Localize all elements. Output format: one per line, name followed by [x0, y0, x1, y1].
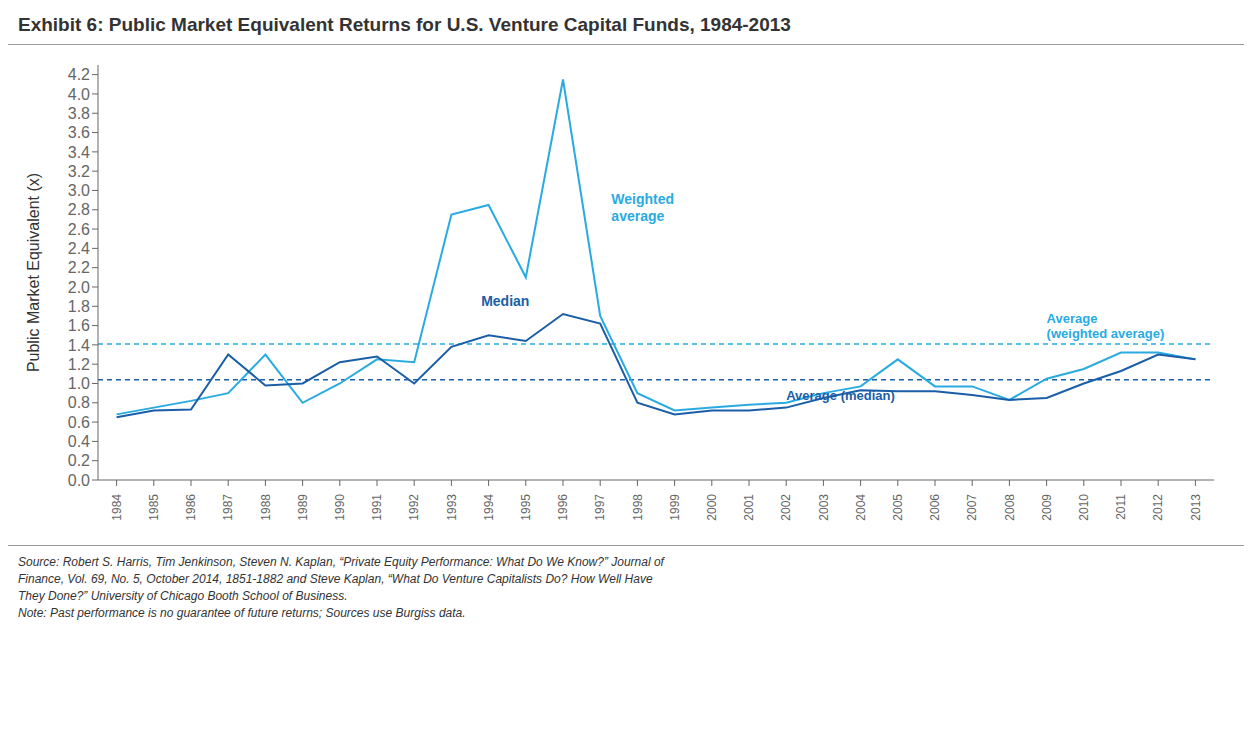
html-text:Note: Past performance is no g: Note: Past performance is no guarantee o… — [18, 606, 466, 620]
svg-text:1994: 1994 — [482, 494, 496, 521]
svg-text:0.4: 0.4 — [68, 433, 90, 450]
svg-text:Weightedaverage: Weightedaverage — [611, 191, 674, 224]
svg-text:Public Market Equivalent (x): Public Market Equivalent (x) — [25, 173, 42, 372]
svg-text:1991: 1991 — [370, 494, 384, 521]
svg-text:2.6: 2.6 — [68, 221, 90, 238]
html-text:Finance, Vol. 69, No. 5, Octob: Finance, Vol. 69, No. 5, October 2014, 1… — [18, 572, 653, 586]
svg-text:1990: 1990 — [333, 494, 347, 521]
svg-text:2004: 2004 — [854, 494, 868, 521]
svg-text:3.8: 3.8 — [68, 105, 90, 122]
svg-text:1.4: 1.4 — [68, 337, 90, 354]
svg-text:1999: 1999 — [668, 494, 682, 521]
svg-text:2002: 2002 — [779, 494, 793, 521]
svg-text:1986: 1986 — [184, 494, 198, 521]
svg-text:2013: 2013 — [1189, 494, 1203, 521]
svg-text:Average(weighted average): Average(weighted average) — [1047, 310, 1165, 341]
svg-text:Average (median): Average (median) — [786, 388, 895, 403]
svg-text:1.6: 1.6 — [68, 317, 90, 334]
svg-text:3.4: 3.4 — [68, 144, 90, 161]
svg-text:2012: 2012 — [1151, 494, 1165, 521]
svg-text:4.0: 4.0 — [68, 86, 90, 103]
svg-text:1998: 1998 — [631, 494, 645, 521]
svg-text:2011: 2011 — [1114, 494, 1128, 520]
svg-text:2.2: 2.2 — [68, 259, 90, 276]
svg-text:0.0: 0.0 — [68, 472, 90, 489]
svg-text:Median: Median — [481, 293, 529, 309]
svg-text:1987: 1987 — [221, 494, 235, 521]
svg-text:1997: 1997 — [593, 494, 607, 521]
svg-text:3.2: 3.2 — [68, 163, 90, 180]
html-text:Source: Robert S. Harris, Tim: Source: Robert S. Harris, Tim Jenkinson,… — [18, 555, 664, 569]
svg-text:2.8: 2.8 — [68, 201, 90, 218]
svg-text:2.4: 2.4 — [68, 240, 90, 257]
svg-text:0.6: 0.6 — [68, 414, 90, 431]
svg-text:3.0: 3.0 — [68, 182, 90, 199]
svg-text:1.8: 1.8 — [68, 298, 90, 315]
html-text:They Done?” University of Chic: They Done?” University of Chicago Booth … — [18, 589, 348, 603]
svg-text:2.0: 2.0 — [68, 279, 90, 296]
svg-text:1992: 1992 — [407, 494, 421, 521]
svg-text:2007: 2007 — [965, 494, 979, 521]
svg-text:2009: 2009 — [1040, 494, 1054, 521]
svg-text:0.8: 0.8 — [68, 394, 90, 411]
svg-text:2008: 2008 — [1003, 494, 1017, 521]
svg-text:1993: 1993 — [445, 494, 459, 521]
svg-text:1984: 1984 — [110, 494, 124, 521]
svg-text:2000: 2000 — [705, 494, 719, 521]
svg-text:1996: 1996 — [556, 494, 570, 521]
svg-text:2001: 2001 — [742, 494, 756, 521]
svg-text:1995: 1995 — [519, 494, 533, 521]
svg-text:1988: 1988 — [259, 494, 273, 521]
svg-text:2003: 2003 — [817, 494, 831, 521]
svg-text:1.2: 1.2 — [68, 356, 90, 373]
svg-text:2005: 2005 — [891, 494, 905, 521]
svg-text:2010: 2010 — [1077, 494, 1091, 521]
svg-text:4.2: 4.2 — [68, 66, 90, 83]
svg-text:3.6: 3.6 — [68, 124, 90, 141]
svg-text:1.0: 1.0 — [68, 375, 90, 392]
html-text:Exhibit 6: Public Market Equiv: Exhibit 6: Public Market Equivalent Retu… — [18, 14, 791, 35]
svg-text:1989: 1989 — [296, 494, 310, 521]
svg-text:2006: 2006 — [928, 494, 942, 521]
svg-text:0.2: 0.2 — [68, 452, 90, 469]
svg-text:1985: 1985 — [147, 494, 161, 521]
